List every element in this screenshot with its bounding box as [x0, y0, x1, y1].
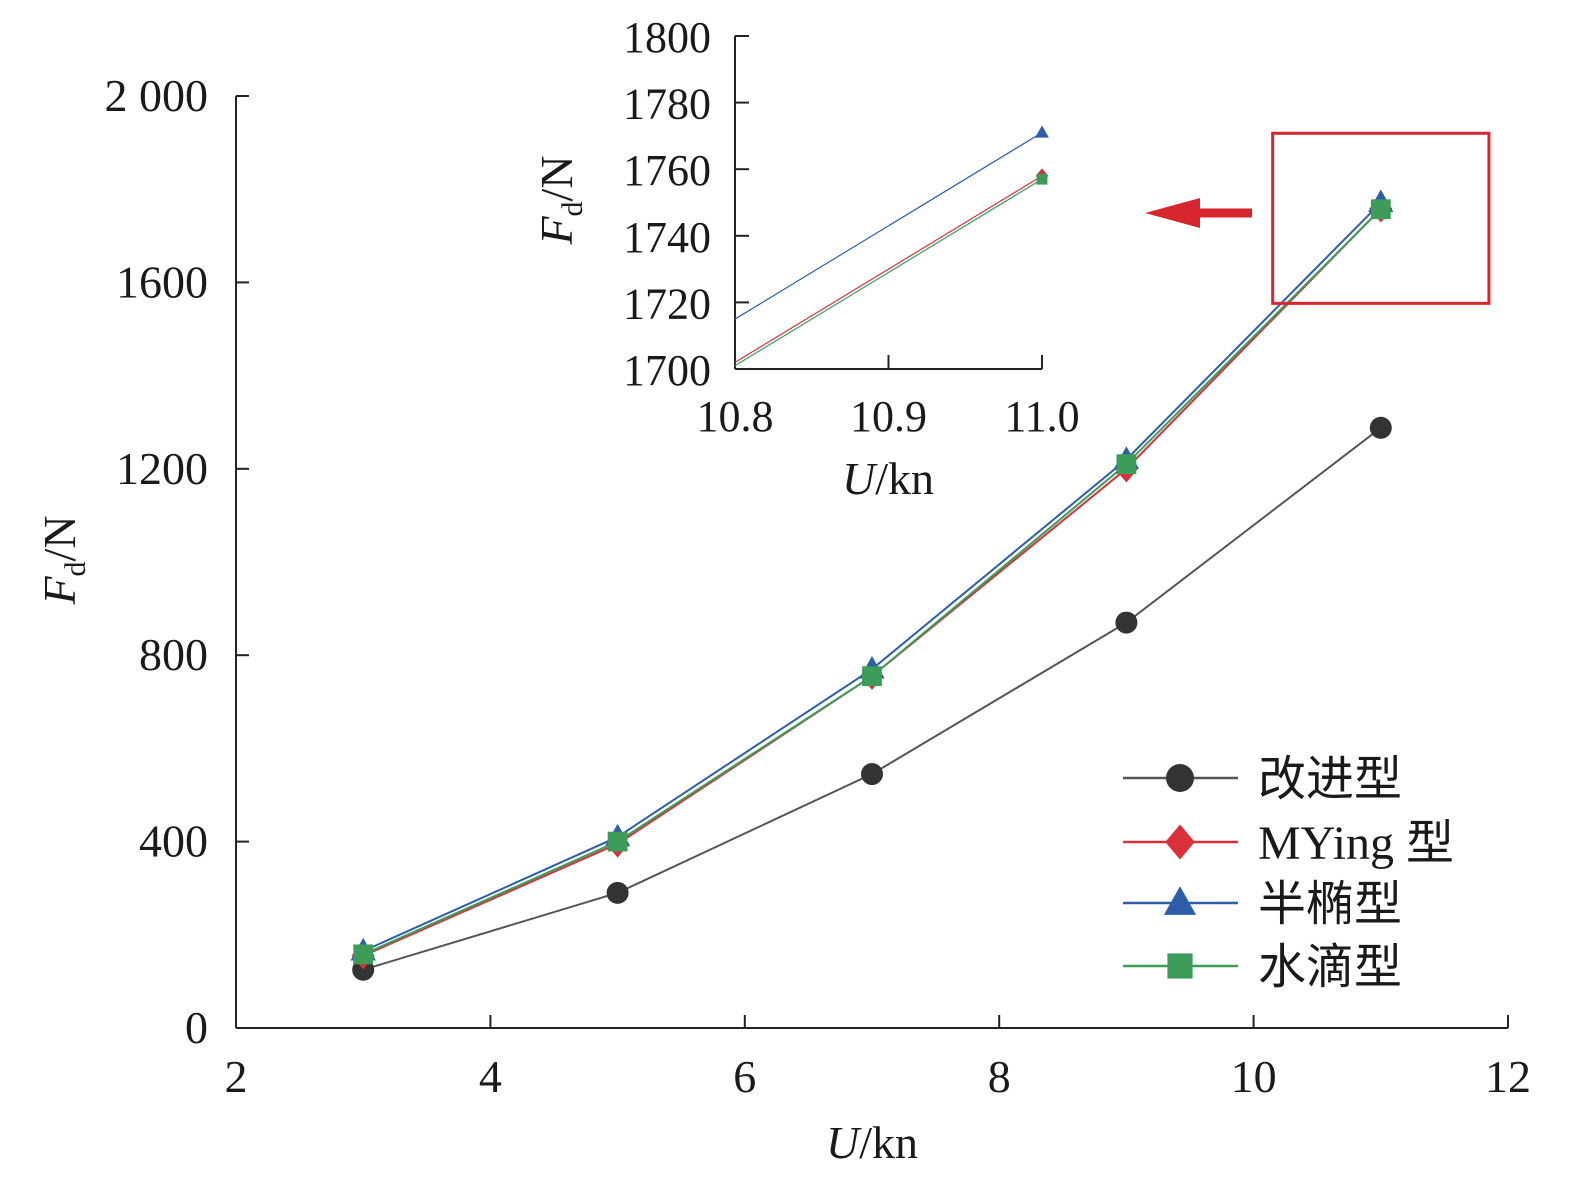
inset-y-axis-title-sub: d	[556, 201, 589, 216]
arrow-head	[1145, 198, 1200, 228]
y-tick-label: 800	[139, 629, 208, 680]
y-tick-label: 400	[139, 816, 208, 867]
legend-marker	[1163, 886, 1197, 915]
data-series	[350, 189, 1394, 961]
legend-marker	[1165, 824, 1195, 860]
inset-y-tick-label: 1780	[623, 80, 711, 129]
inset-y-tick-label: 1760	[623, 146, 711, 195]
legend-label: 水滴型	[1258, 941, 1402, 994]
inset-data-series	[734, 173, 1048, 367]
inset-x-tick-label: 10.9	[850, 392, 927, 441]
inset-axis-titles: Fd/N U/kn	[531, 155, 934, 504]
data-series	[351, 195, 1393, 970]
inset-x-axis-title: U/kn	[842, 453, 934, 504]
legend-item: MYing 型	[1123, 817, 1454, 870]
inset-series-line	[734, 175, 1043, 363]
inset-series	[734, 125, 1049, 367]
legend-item: 改进型	[1123, 753, 1402, 806]
inset-y-tick-label: 1720	[623, 279, 711, 328]
inset-x-axis-title-var: U	[842, 453, 878, 504]
inset-x-tick-label: 10.8	[697, 392, 774, 441]
main-axes: 0 400 800 1200 1600 2 000 2 4 6 8 10 12	[105, 70, 1532, 1102]
legend-marker	[1167, 953, 1193, 979]
x-tick-label: 10	[1231, 1051, 1277, 1102]
red-arrow	[1145, 198, 1252, 228]
data-point	[862, 666, 882, 687]
y-axis-title-unit: /N	[34, 515, 85, 561]
series-line	[362, 202, 1382, 953]
main-axis-titles: Fd/N U/kn	[34, 515, 918, 1168]
inset-x-tick-label: 11.0	[1004, 392, 1079, 441]
y-tick-label: 0	[185, 1002, 208, 1053]
x-axis-title-unit: /kn	[859, 1117, 918, 1168]
y-axis-title-sub: d	[59, 561, 92, 576]
data-point	[353, 944, 374, 965]
legend-item: 水滴型	[1123, 941, 1402, 994]
x-axis-title-var: U	[826, 1117, 862, 1168]
x-tick-label: 4	[479, 1051, 502, 1102]
y-tick-label: 2 000	[105, 70, 209, 121]
data-point	[606, 881, 629, 904]
data-point	[1116, 454, 1137, 475]
data-point	[1115, 611, 1138, 634]
legend-marker	[1166, 764, 1194, 792]
y-tick-label: 1200	[116, 443, 208, 494]
x-tick-label: 6	[733, 1051, 756, 1102]
y-tick-label: 1600	[116, 256, 208, 307]
data-point	[1369, 416, 1392, 439]
highlight-box	[1271, 131, 1491, 305]
x-axis-title: U/kn	[826, 1117, 918, 1168]
legend-label: 改进型	[1258, 753, 1402, 806]
inset-series-line	[734, 178, 1043, 367]
legend-item: 半椭型	[1123, 878, 1402, 931]
inset-data-point	[1036, 173, 1048, 185]
inset-y-axis-title-var: F	[531, 216, 582, 246]
data-series	[353, 199, 1391, 965]
inset-data-series	[734, 125, 1049, 320]
inset-series-line	[734, 132, 1043, 320]
x-tick-label: 2	[225, 1051, 248, 1102]
legend-label: MYing 型	[1258, 817, 1454, 870]
annotations	[1145, 131, 1491, 305]
series-line	[362, 208, 1382, 957]
inset-data-series	[734, 168, 1049, 363]
inset-x-axis-title-unit: /kn	[875, 453, 934, 504]
data-point	[861, 763, 883, 786]
main-chart: 0 400 800 1200 1600 2 000 2 4 6 8 10 12 Fd/N U/kn	[34, 70, 1531, 1168]
inset-axes: 1700 1720 1740 1760 1780 1800 10.8 10.9 11.0	[623, 13, 1080, 441]
inset-y-axis-title: Fd/N	[531, 155, 589, 245]
inset-y-tick-label: 1740	[623, 213, 711, 262]
legend-label: 半椭型	[1258, 878, 1402, 931]
x-tick-label: 8	[988, 1051, 1011, 1102]
x-tick-label: 12	[1485, 1051, 1531, 1102]
data-point	[1370, 199, 1391, 220]
data-point	[607, 831, 628, 852]
y-axis-title: Fd/N	[34, 515, 92, 605]
inset-y-axis-title-unit: /N	[531, 155, 582, 201]
inset-data-point	[1035, 125, 1049, 138]
inset-y-tick-label: 1800	[623, 13, 711, 62]
main-series	[350, 189, 1394, 981]
y-axis-title-var: F	[34, 576, 85, 606]
inset-y-tick-label: 1700	[623, 346, 711, 395]
